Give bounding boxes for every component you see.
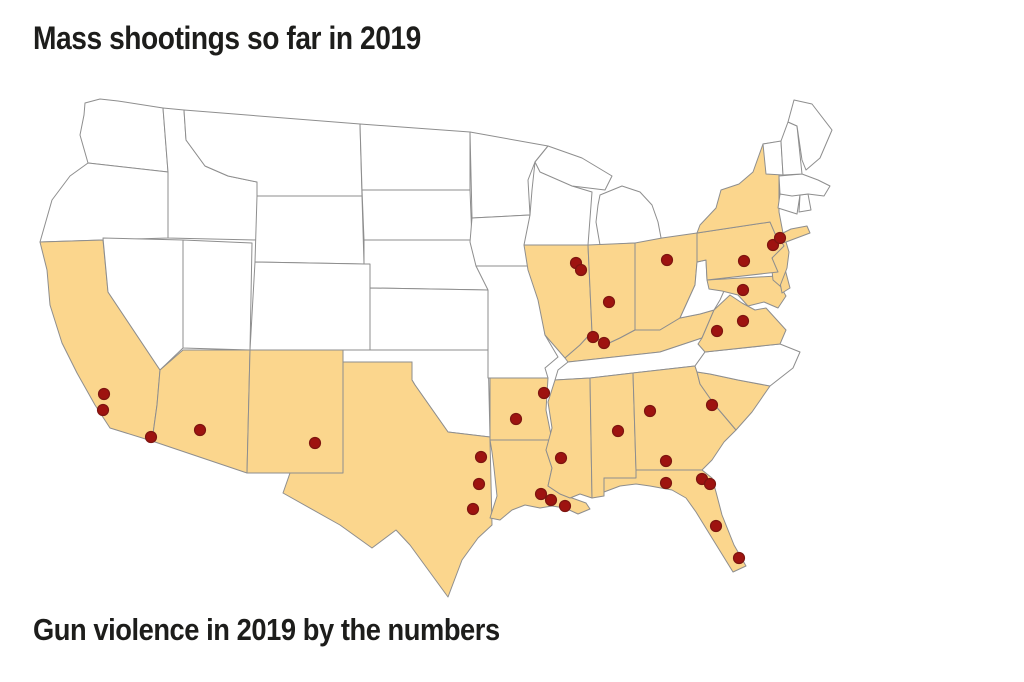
state-wy <box>254 195 365 265</box>
state-ut <box>182 239 253 351</box>
state-sd <box>361 189 473 241</box>
state-in <box>587 242 636 346</box>
state-ma <box>778 173 831 197</box>
shooting-dot <box>703 477 717 491</box>
state-or <box>39 162 169 243</box>
shooting-dot <box>558 499 572 513</box>
shooting-dot <box>773 231 787 245</box>
shooting-dot <box>736 314 750 328</box>
state-ny <box>696 141 811 244</box>
state-az <box>151 349 251 474</box>
shooting-dot <box>466 502 480 516</box>
state-ne <box>363 239 489 291</box>
shooting-dot <box>537 386 551 400</box>
shooting-dot <box>308 436 322 450</box>
shooting-dot <box>643 404 657 418</box>
shooting-dot <box>544 493 558 507</box>
state-ar <box>489 377 553 441</box>
section-title: Gun violence in 2019 by the numbers <box>33 612 500 647</box>
shooting-dot <box>96 403 110 417</box>
shooting-dot <box>710 324 724 338</box>
shooting-dot <box>144 430 158 444</box>
state-ct <box>777 193 801 215</box>
state-nm <box>246 349 344 474</box>
state-me <box>787 99 833 171</box>
shooting-dot <box>736 283 750 297</box>
shooting-dot <box>554 451 568 465</box>
state-vt <box>762 140 784 176</box>
shooting-dot <box>193 423 207 437</box>
shooting-dot <box>602 295 616 309</box>
state-nh <box>780 121 803 176</box>
states-layer <box>39 98 833 598</box>
shooting-dot <box>659 454 673 468</box>
state-tx <box>282 361 493 598</box>
shooting-dot <box>705 398 719 412</box>
shooting-dot <box>574 263 588 277</box>
shooting-dot <box>586 330 600 344</box>
shooting-dot <box>709 519 723 533</box>
shooting-dot <box>611 424 625 438</box>
shooting-dot <box>97 387 111 401</box>
shooting-dot <box>509 412 523 426</box>
state-nc <box>694 343 801 387</box>
shooting-dot <box>472 477 486 491</box>
shooting-dot <box>659 476 673 490</box>
shooting-dot <box>597 336 611 350</box>
shooting-dot <box>732 551 746 565</box>
shooting-dot <box>534 487 548 501</box>
page-title: Mass shootings so far in 2019 <box>33 20 421 56</box>
state-wa <box>79 98 169 173</box>
shooting-dot <box>660 253 674 267</box>
state-ms <box>545 377 593 499</box>
state-nd <box>359 123 471 191</box>
shooting-dot <box>737 254 751 268</box>
state-nv <box>102 237 184 371</box>
state-fl <box>603 469 747 573</box>
shooting-dots-layer <box>96 231 787 565</box>
shooting-dot <box>474 450 488 464</box>
state-ks <box>369 287 489 351</box>
state-ri <box>798 193 812 213</box>
state-co <box>249 261 371 351</box>
